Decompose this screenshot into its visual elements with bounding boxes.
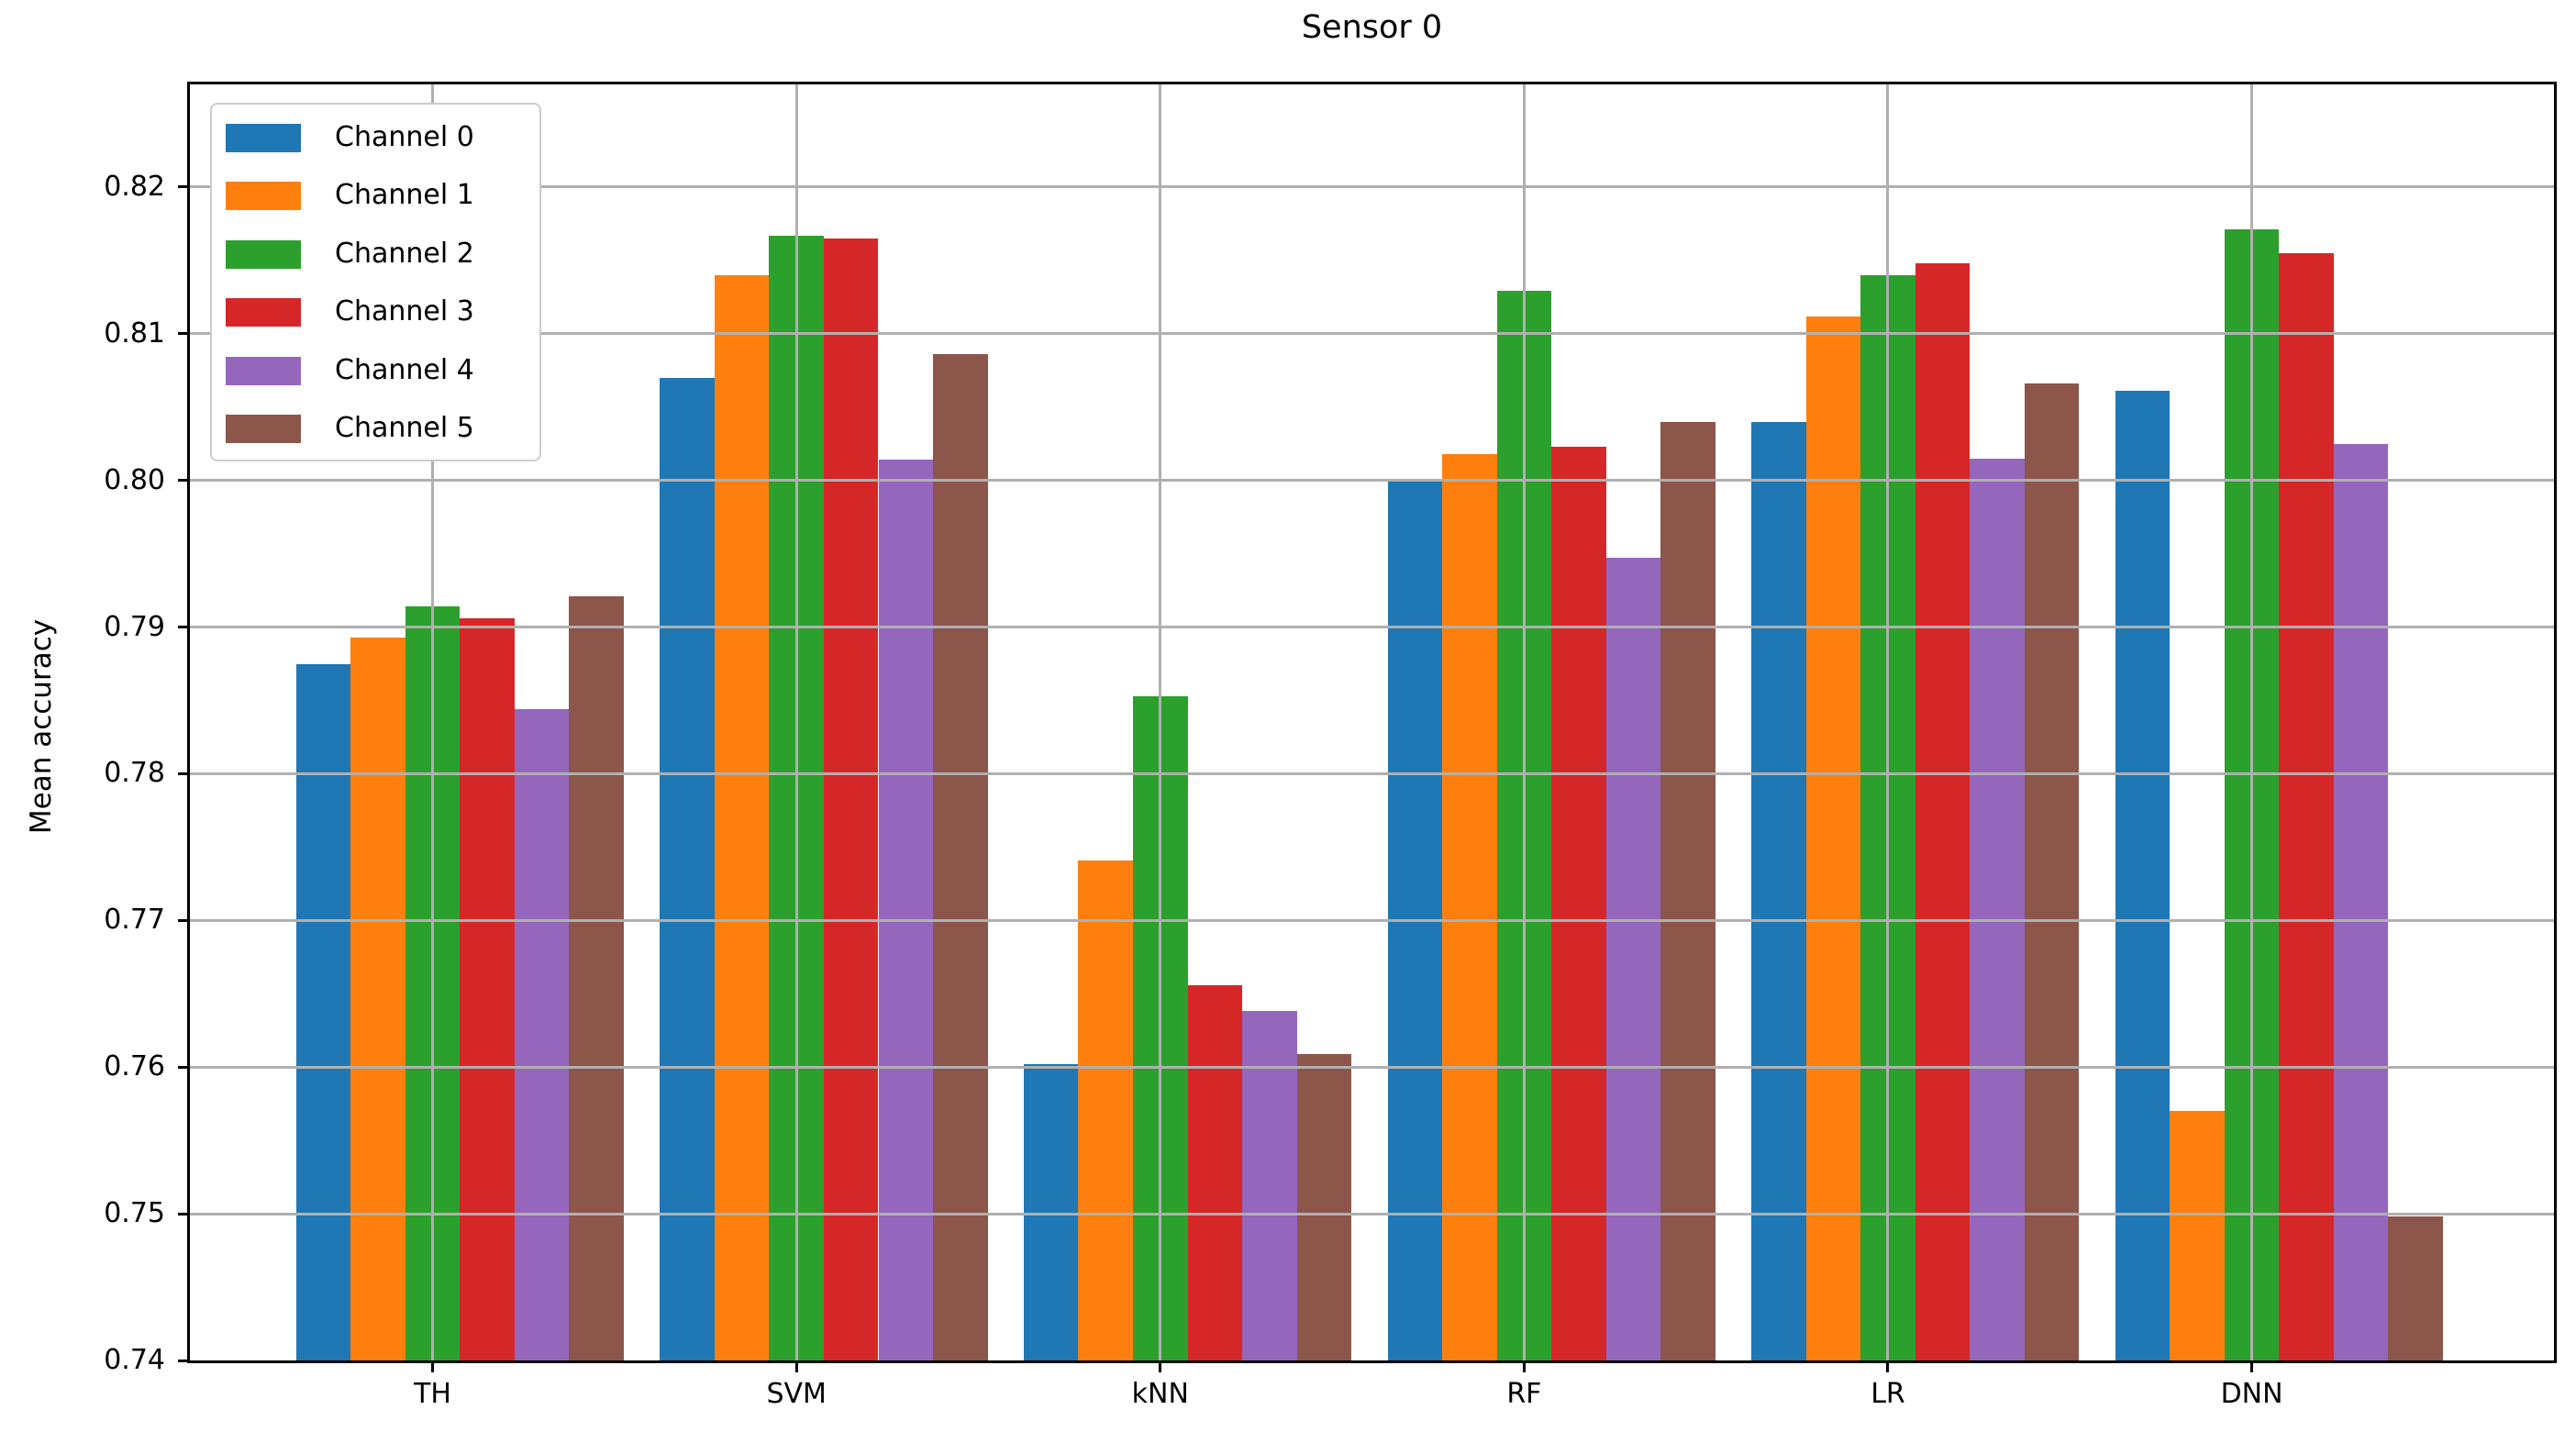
x-tick-mark [2250,1360,2254,1372]
x-tick-mark [431,1360,435,1372]
legend-item: Channel 2 [226,237,519,270]
y-axis-label: Mean accuracy [25,618,58,835]
bar-LR-channel-4 [1970,458,2025,1360]
bar-RF-channel-4 [1605,558,1661,1360]
bar-SVM-channel-3 [823,238,879,1360]
bar-SVM-channel-0 [660,377,715,1360]
bar-DNN-channel-0 [2115,391,2171,1360]
legend-swatch [226,298,301,327]
bar-TH-channel-4 [514,709,570,1360]
x-tick-label: DNN [2220,1378,2283,1410]
y-tick-label: 0.82 [104,170,165,203]
y-tick-label: 0.76 [104,1050,165,1083]
legend-label: Channel 5 [335,412,474,444]
bar-SVM-channel-1 [714,274,770,1360]
bar-DNN-channel-4 [2333,443,2389,1360]
x-tick-label: RF [1506,1378,1542,1410]
legend-label: Channel 4 [335,353,474,386]
x-gridline [1522,84,1526,1360]
bar-LR-channel-1 [1805,316,1861,1360]
legend-label: Channel 3 [335,295,474,328]
bar-kNN-channel-5 [1296,1053,1352,1360]
bar-SVM-channel-4 [878,460,934,1360]
y-tick-mark [178,1212,190,1215]
y-tick-label: 0.79 [104,610,165,643]
y-tick-mark [178,626,190,629]
y-tick-mark [178,185,190,189]
legend-item: Channel 1 [226,179,519,211]
bar-DNN-channel-3 [2279,252,2334,1360]
bar-kNN-channel-4 [1242,1011,1297,1360]
bar-kNN-channel-0 [1023,1064,1079,1360]
bar-kNN-channel-1 [1078,860,1133,1360]
legend-item: Channel 0 [226,121,519,153]
y-tick-label: 0.81 [104,316,165,350]
bar-DNN-channel-1 [2170,1111,2225,1360]
bar-RF-channel-5 [1660,421,1715,1360]
x-tick-mark [1886,1360,1890,1372]
y-tick-mark [178,479,190,483]
y-tick-label: 0.77 [104,904,165,937]
legend: Channel 0 Channel 1 Channel 2 Channel 3 Chan… [210,103,541,461]
bar-TH-channel-1 [350,637,405,1360]
x-tick-label: kNN [1131,1378,1189,1410]
y-gridline [190,626,2554,629]
legend-label: Channel 2 [335,237,474,270]
y-tick-label: 0.75 [104,1197,165,1230]
bar-DNN-channel-5 [2388,1216,2443,1360]
y-tick-mark [178,1359,190,1362]
x-gridline [794,84,798,1360]
y-gridline [190,185,2554,189]
legend-swatch [226,415,301,443]
x-tick-label: LR [1871,1378,1905,1410]
legend-item: Channel 5 [226,412,519,444]
legend-swatch [226,124,301,152]
y-tick-mark [178,1065,190,1069]
y-gridline [190,1212,2554,1215]
y-gridline [190,1065,2554,1069]
legend-swatch [226,239,301,269]
y-tick-mark [178,771,190,775]
y-tick-mark [178,332,190,336]
y-tick-label: 0.80 [104,463,165,496]
bar-TH-channel-5 [569,595,624,1360]
x-gridline [2250,84,2254,1360]
bar-kNN-channel-3 [1187,984,1243,1360]
chart-title: Sensor 0 [1301,9,1443,46]
bar-TH-channel-0 [295,663,351,1360]
y-gridline [190,918,2554,922]
y-gridline [190,771,2554,775]
x-tick-label: TH [414,1378,451,1410]
bar-SVM-channel-5 [933,354,988,1360]
y-tick-label: 0.78 [104,757,165,790]
x-tick-mark [1522,1360,1526,1372]
y-tick-label: 0.74 [104,1344,165,1376]
legend-label: Channel 1 [335,179,474,212]
bar-TH-channel-3 [460,617,515,1360]
legend-swatch [226,356,301,385]
plot-area [190,84,2554,1360]
bar-LR-channel-0 [1751,421,1806,1360]
legend-swatch [226,182,301,211]
bar-LR-channel-5 [2024,383,2080,1360]
bar-RF-channel-3 [1551,446,1606,1360]
y-tick-mark [178,918,190,922]
x-gridline [1886,84,1890,1360]
x-tick-mark [794,1360,798,1372]
legend-item: Channel 3 [226,295,519,327]
legend-item: Channel 4 [226,354,519,386]
bar-RF-channel-1 [1442,453,1497,1360]
y-gridline [190,479,2554,483]
x-tick-label: SVM [766,1378,827,1410]
bar-LR-channel-3 [1915,263,1971,1360]
x-gridline [431,84,435,1360]
x-gridline [1159,84,1162,1360]
x-tick-mark [1159,1360,1162,1372]
legend-label: Channel 0 [335,121,474,153]
y-gridline [190,332,2554,336]
